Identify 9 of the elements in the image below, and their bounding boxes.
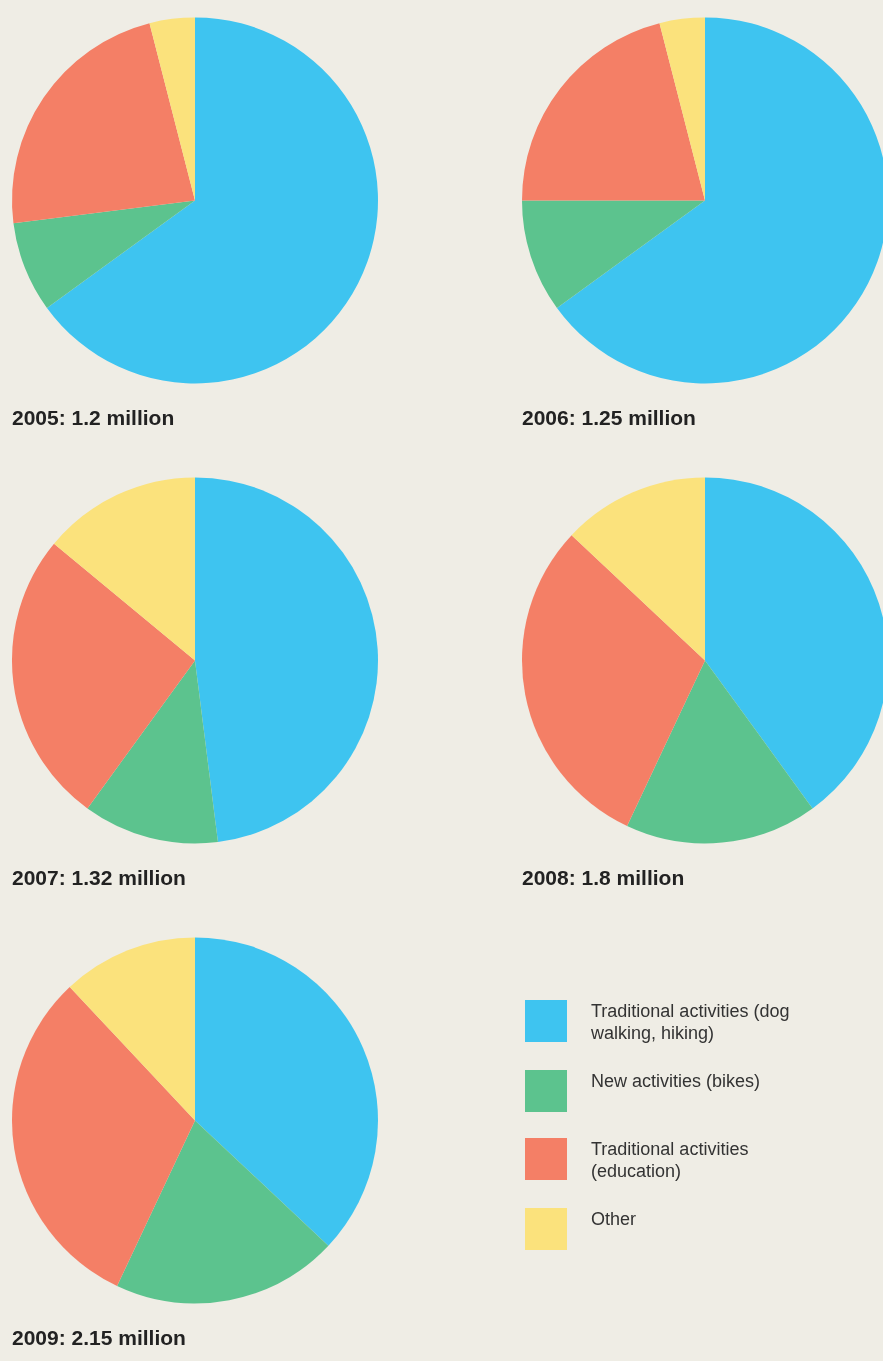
text: 2006: 1.25 million xyxy=(522,406,696,430)
text: 2009: 2.15 million xyxy=(12,1326,186,1350)
text: 2008: 1.8 million xyxy=(522,866,685,890)
legend-label: Other xyxy=(591,1208,638,1230)
legend-label: Traditional activities (dog walking, hiking) xyxy=(591,1000,791,1044)
text: 2005: 1.2 million xyxy=(12,406,175,430)
text: 2007: 1.32 million xyxy=(12,866,186,890)
legend-label: Traditional activities (education) xyxy=(591,1138,750,1182)
legend-label: New activities (bikes) xyxy=(591,1070,762,1092)
